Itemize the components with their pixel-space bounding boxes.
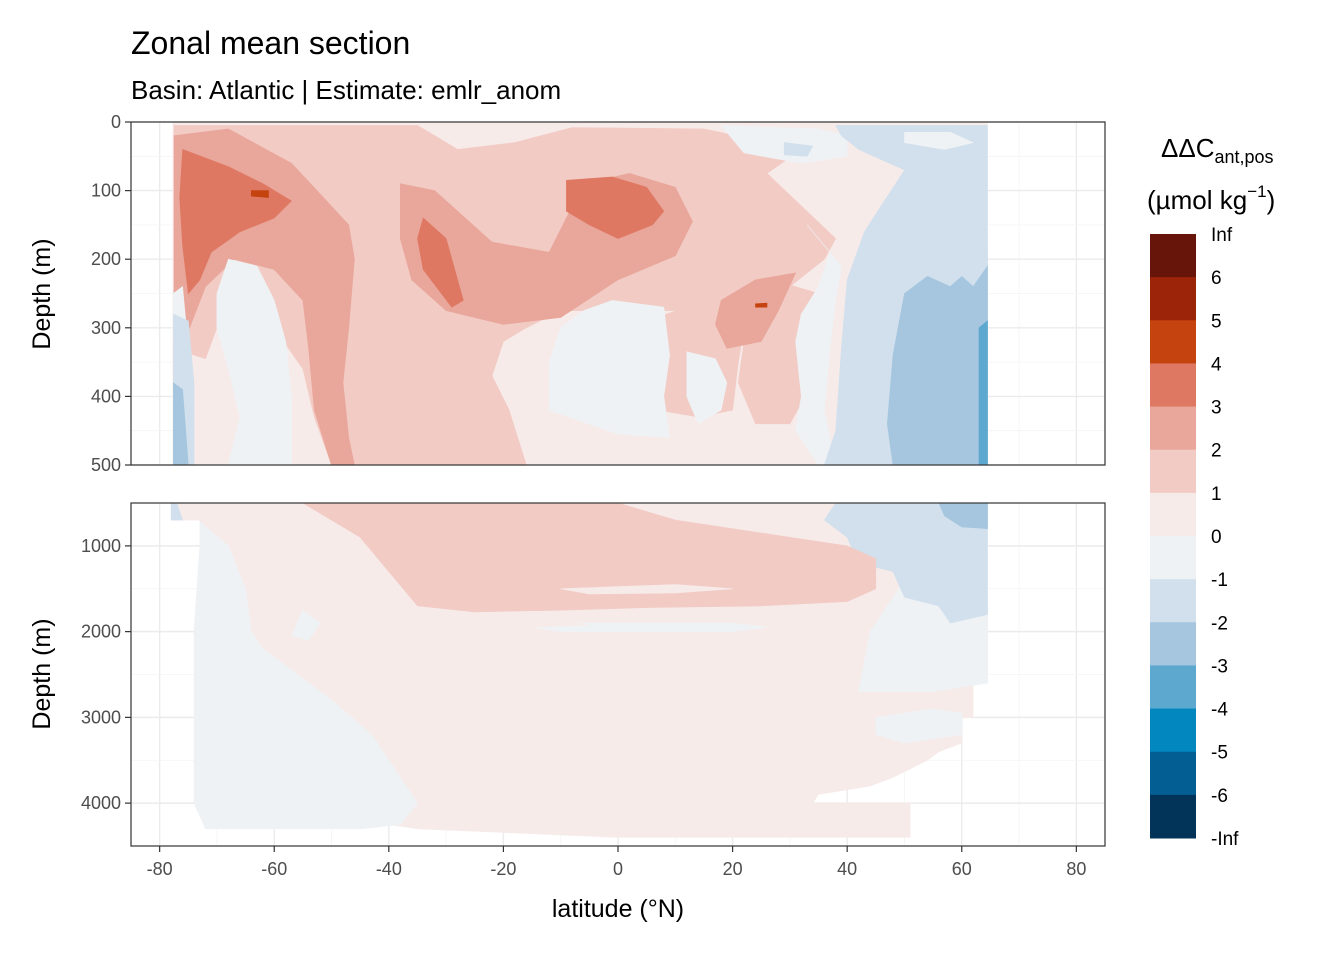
contour-region bbox=[173, 382, 189, 465]
legend-unit-main: (µmol kg bbox=[1147, 185, 1247, 215]
legend-swatch bbox=[1150, 406, 1196, 451]
x-tick-label: 60 bbox=[952, 859, 972, 879]
x-tick-label: 0 bbox=[613, 859, 623, 879]
y-tick-label: 200 bbox=[91, 249, 121, 269]
legend-swatch bbox=[1150, 492, 1196, 537]
legend-swatch bbox=[1150, 622, 1196, 666]
contour-region bbox=[686, 351, 728, 425]
contour-region bbox=[179, 148, 292, 295]
legend-label: -4 bbox=[1211, 700, 1228, 721]
y-axis-title-upper: Depth (m) bbox=[28, 238, 56, 349]
upper-contours bbox=[172, 122, 988, 465]
legend-label: 4 bbox=[1211, 354, 1222, 375]
contour-region bbox=[560, 584, 733, 595]
y-tick-label: 3000 bbox=[81, 707, 121, 727]
legend-swatch bbox=[1150, 536, 1196, 580]
contour-region bbox=[938, 503, 988, 530]
contour-region bbox=[548, 300, 670, 438]
legend-title: ΔΔCant,pos bbox=[1161, 133, 1274, 167]
contour-region bbox=[290, 609, 321, 641]
legend-swatch bbox=[1150, 363, 1196, 408]
legend-label: -6 bbox=[1211, 786, 1228, 807]
upper-panel: 0 100 200 300 400 500 bbox=[91, 112, 1106, 475]
legend: ΔΔCant,pos (µmol kg−1) Inf 6 5 4 3 2 1 0 -1 -2 -3 -… bbox=[1147, 133, 1275, 850]
legend-label: 3 bbox=[1211, 398, 1222, 419]
contour-region bbox=[302, 503, 877, 613]
legend-label: 2 bbox=[1211, 441, 1222, 462]
y-tick-label: 400 bbox=[91, 386, 121, 406]
x-tick-label: 20 bbox=[723, 859, 743, 879]
legend-label: Inf bbox=[1211, 225, 1233, 246]
legend-label: -2 bbox=[1211, 613, 1228, 634]
legend-label: 6 bbox=[1211, 268, 1222, 289]
x-tick-label: 80 bbox=[1066, 859, 1086, 879]
legend-swatch bbox=[1150, 665, 1196, 710]
chart-subtitle: Basin: Atlantic | Estimate: emlr_anom bbox=[131, 75, 561, 105]
legend-swatch bbox=[1150, 751, 1196, 796]
chart-title: Zonal mean section bbox=[131, 25, 410, 61]
contour-region bbox=[886, 265, 988, 465]
y-tick-label: 300 bbox=[91, 318, 121, 338]
lower-contours bbox=[170, 503, 988, 838]
x-tick-label: 40 bbox=[837, 859, 857, 879]
legend-unit-close: ) bbox=[1267, 185, 1276, 215]
upper-frame bbox=[130, 121, 1106, 466]
legend-swatch bbox=[1150, 449, 1196, 494]
x-tick-label: -80 bbox=[147, 859, 173, 879]
legend-title-sub: ant,pos bbox=[1215, 147, 1274, 167]
legend-label: -5 bbox=[1211, 743, 1228, 764]
contour-region bbox=[566, 176, 665, 239]
y-tick-label: 2000 bbox=[81, 622, 121, 642]
contour-region bbox=[783, 142, 814, 157]
contour-region bbox=[417, 217, 464, 308]
legend-swatch bbox=[1150, 794, 1196, 839]
legend-swatch bbox=[1150, 579, 1196, 623]
legend-swatch bbox=[1150, 277, 1196, 321]
contour-region bbox=[978, 320, 988, 465]
contour-region bbox=[795, 224, 842, 465]
contour-region bbox=[251, 190, 269, 198]
legend-swatch bbox=[1150, 320, 1196, 364]
y-tick-label: 0 bbox=[111, 112, 121, 132]
contour-region bbox=[755, 302, 768, 308]
y-tick-label: 4000 bbox=[81, 793, 121, 813]
legend-label: 5 bbox=[1211, 311, 1222, 332]
legend-swatch bbox=[1150, 708, 1196, 753]
contour-region bbox=[193, 521, 418, 830]
x-tick-label: -40 bbox=[376, 859, 402, 879]
contour-region bbox=[216, 258, 292, 465]
legend-label: 1 bbox=[1211, 484, 1222, 505]
legend-label: -Inf bbox=[1211, 829, 1239, 850]
contour-region bbox=[170, 503, 184, 521]
y-tick-label: 100 bbox=[91, 181, 121, 201]
y-tick-label: 1000 bbox=[81, 536, 121, 556]
contour-region bbox=[904, 132, 975, 150]
x-tick-label: -20 bbox=[490, 859, 516, 879]
legend-swatch bbox=[1150, 234, 1196, 278]
x-axis-title: latitude (°N) bbox=[552, 895, 684, 923]
lower-panel: 1000 2000 3000 4000 -80 -60 -40 -20 0 20 40 60 80 bbox=[81, 502, 1106, 879]
x-tick-label: -60 bbox=[261, 859, 287, 879]
contour-region bbox=[823, 503, 988, 624]
contour-region bbox=[875, 708, 963, 744]
contour-region bbox=[388, 618, 590, 629]
contour-region bbox=[715, 272, 797, 349]
y-axis-title-lower: Depth (m) bbox=[28, 618, 56, 729]
legend-label: 0 bbox=[1211, 527, 1222, 548]
legend-unit-sup: −1 bbox=[1247, 182, 1266, 201]
legend-title-main: ΔΔC bbox=[1161, 133, 1215, 163]
y-tick-label: 500 bbox=[91, 455, 121, 475]
legend-label: -1 bbox=[1211, 570, 1228, 591]
legend-label: -3 bbox=[1211, 656, 1228, 677]
legend-unit: (µmol kg−1) bbox=[1147, 182, 1275, 215]
